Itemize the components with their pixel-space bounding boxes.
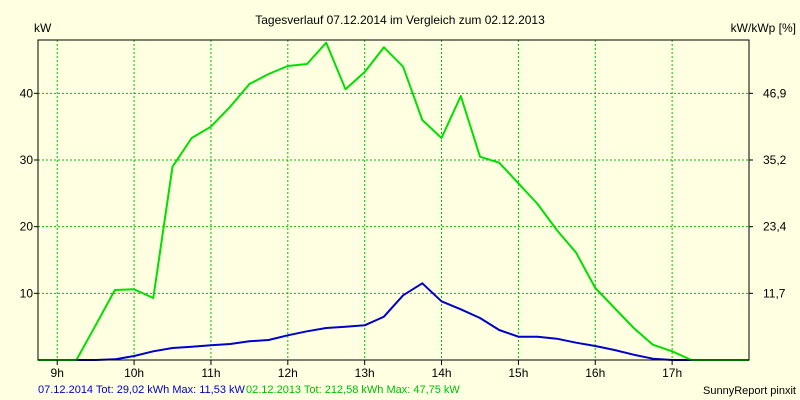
x-tick-label: 12h [278, 366, 298, 380]
x-tick-label: 10h [124, 366, 144, 380]
y-axis-label-left: kW [34, 21, 52, 35]
x-tick-label: 15h [508, 366, 528, 380]
y-tick-label-right: 46,9 [763, 86, 787, 100]
x-tick-label: 16h [585, 366, 605, 380]
series [38, 41, 749, 361]
footer-series-2: 02.12.2013 Tot: 212,58 kWh Max: 47,75 kW [246, 384, 460, 396]
y-tick-label-left: 20 [20, 220, 34, 234]
x-tick-label: 14h [432, 366, 452, 380]
y-tick-label-left: 40 [20, 86, 34, 100]
footer-series-1: 07.12.2014 Tot: 29,02 kWh Max: 11,53 kW [38, 384, 245, 396]
x-ticks: 9h 10h 11h 12h 13h 14h 15h 16h 17h [51, 360, 682, 380]
chart-title: Tagesverlauf 07.12.2014 im Vergleich zum… [255, 13, 545, 27]
x-tick-label: 9h [51, 366, 64, 380]
y-tick-label-right: 11,7 [763, 286, 786, 300]
y-tick-label-left: 30 [20, 153, 34, 167]
footer-credit: SunnyReport pinxit [703, 385, 796, 397]
plot-frame [37, 39, 750, 361]
x-tick-label: 17h [662, 366, 682, 380]
y-ticks-left: 10 20 30 40 [20, 86, 38, 300]
x-tick-label: 11h [201, 366, 220, 380]
y-tick-label-right: 35,2 [763, 153, 787, 167]
y-ticks-right: 11,7 23,4 35,2 46,9 [749, 86, 787, 300]
y-axis-label-right: kW/kWp [%] [731, 21, 796, 35]
x-tick-label: 13h [355, 366, 375, 380]
y-tick-label-left: 10 [20, 286, 34, 300]
series-line-2 [38, 41, 749, 361]
series-line-1 [38, 282, 749, 361]
grid [38, 40, 749, 360]
y-tick-label-right: 23,4 [763, 220, 787, 234]
